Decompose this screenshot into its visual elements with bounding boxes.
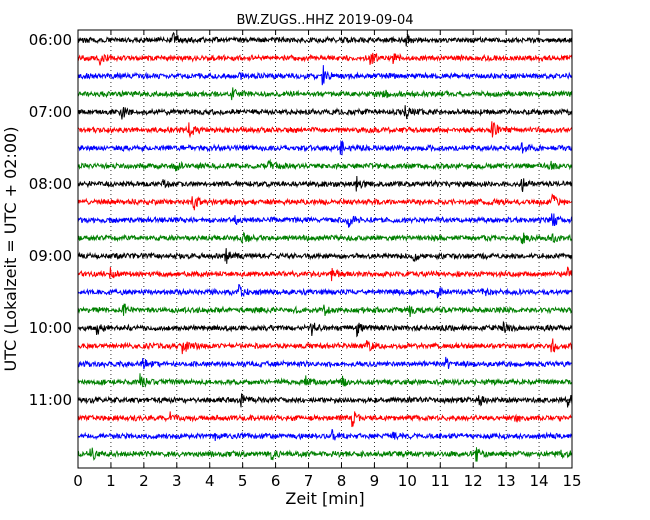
seismogram-trace [77,87,573,101]
seismogram-trace [77,158,573,172]
x-tick-label: 10 [398,472,417,490]
plot-frame [77,29,573,469]
x-tick-label: 11 [431,472,450,490]
seismogram-trace [77,213,573,228]
seismogram-trace [77,266,573,282]
y-tick-label: 10:00 [29,319,72,337]
seismogram-trace [77,193,573,211]
seismogram-trace [77,231,573,245]
x-tick-label: 12 [464,472,483,490]
x-tick-label: 3 [172,472,182,490]
y-tick-label: 11:00 [29,391,72,409]
seismogram-trace [77,338,573,355]
seismogram-trace [77,283,573,299]
seismogram-trace [77,248,573,264]
x-tick-label: 8 [337,472,347,490]
y-tick-label: 08:00 [29,175,72,193]
y-tick-label: 09:00 [29,247,72,265]
seismogram-trace [77,447,573,462]
y-axis-ticks: 06:00 07:00 08:00 09:00 10:00 11:00 [29,31,572,409]
chart-title: BW.ZUGS..HHZ 2019-09-04 [236,13,413,28]
x-tick-label: 5 [238,472,248,490]
seismogram-trace [77,140,573,156]
x-tick-label: 0 [73,472,83,490]
seismogram-trace [77,356,573,370]
seismogram-traces [77,31,573,462]
seismogram-trace [77,176,573,192]
y-tick-label: 06:00 [29,31,72,49]
x-tick-label: 1 [106,472,116,490]
x-tick-label: 14 [530,472,549,490]
x-tick-label: 6 [271,472,281,490]
seismogram-trace [77,52,573,66]
seismogram-trace [77,121,573,139]
x-tick-label: 7 [304,472,314,490]
seismogram-trace [77,105,573,120]
x-axis-ticks: 0 1 2 3 4 5 6 7 8 9 10 11 12 13 14 15 [73,30,582,490]
seismogram-trace [77,65,573,86]
x-tick-label: 15 [562,472,581,490]
x-axis-label: Zeit [min] [285,489,364,508]
seismogram-trace [77,303,573,317]
seismogram-trace [77,373,573,388]
seismogram-trace [77,411,573,428]
seismogram-trace [77,393,573,408]
y-tick-label: 07:00 [29,103,72,121]
seismogram-trace [77,429,573,442]
x-tick-label: 4 [205,472,215,490]
x-tick-label: 2 [139,472,149,490]
seismogram-trace [77,31,573,47]
seismogram-trace [77,320,572,338]
y-axis-label: UTC (Lokalzeit = UTC + 02:00) [1,127,20,372]
x-tick-label: 9 [370,472,380,490]
x-tick-label: 13 [497,472,516,490]
